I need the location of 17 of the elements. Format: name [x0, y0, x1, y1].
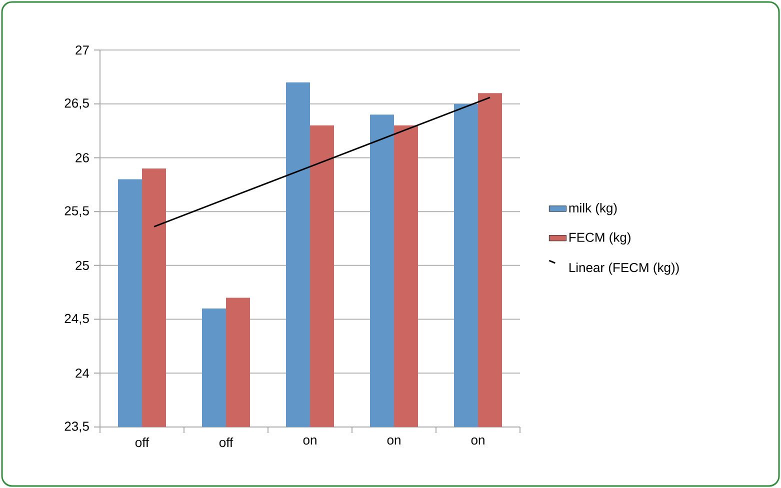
- y-tick-label: 24: [76, 368, 90, 378]
- x-tick-label: on: [387, 438, 400, 445]
- x-tick-label: off: [135, 438, 150, 448]
- y-tick-label: 25: [76, 260, 89, 270]
- x-tick-label: on: [471, 438, 484, 445]
- line-series: [153, 96, 491, 228]
- x-tick-label: on: [303, 438, 316, 445]
- legend-label: FECM (kg): [569, 232, 630, 244]
- y-tick-label: 25,5: [64, 206, 89, 217]
- x-tick-label: off: [219, 438, 234, 448]
- y-tick-label: 23,5: [64, 422, 89, 432]
- y-tick-label: 26,5: [64, 98, 89, 110]
- legend-label: Linear (FECM (kg)): [569, 262, 679, 275]
- legend-label: milk (kg): [569, 203, 617, 216]
- y-tick-label: 26: [76, 153, 89, 162]
- y-tick-label: 27: [76, 45, 89, 55]
- y-tick-label: 24,5: [64, 314, 89, 325]
